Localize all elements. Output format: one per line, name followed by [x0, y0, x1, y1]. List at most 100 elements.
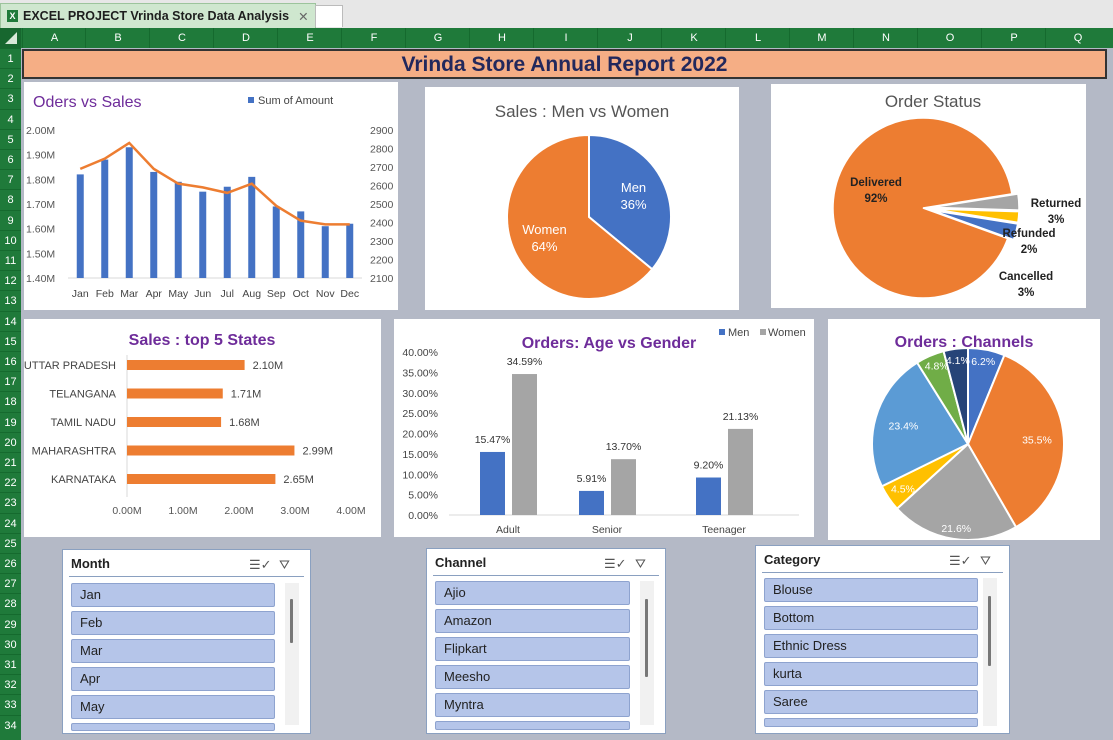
- new-tab-button[interactable]: [315, 5, 343, 27]
- channel-item-flipkart[interactable]: Flipkart: [435, 637, 630, 661]
- row-header-31[interactable]: 31: [0, 654, 21, 675]
- row-header-3[interactable]: 3: [0, 88, 21, 109]
- row-header-4[interactable]: 4: [0, 108, 21, 130]
- clear-filter-icon[interactable]: ⛛: [635, 556, 646, 571]
- row-header-10[interactable]: 10: [0, 229, 21, 251]
- age-vs-gender-chart[interactable]: Orders: Age vs Gender Men Women 40.00% 35.00…: [394, 319, 814, 537]
- category-item-blouse[interactable]: Blouse: [764, 578, 978, 602]
- row-header-9[interactable]: 9: [0, 209, 21, 231]
- channel-item-amazon[interactable]: Amazon: [435, 609, 630, 633]
- row-header-13[interactable]: 13: [0, 290, 21, 311]
- column-header-g[interactable]: G: [405, 28, 470, 48]
- row-header-29[interactable]: 29: [0, 613, 21, 635]
- x-tick-label: Nov: [316, 288, 335, 300]
- order-status-svg: Order Status Delivered 92% Returned 3% Refund…: [832, 92, 1081, 299]
- channel-item-myntra[interactable]: Myntra: [435, 693, 630, 717]
- month-slicer[interactable]: Month ☰✓ ⛛ Jan Feb Mar Apr May: [62, 549, 311, 734]
- category-slicer[interactable]: Category ☰✓ ⛛ Blouse Bottom Ethnic Dress…: [755, 545, 1010, 734]
- channels-chart[interactable]: Orders : Channels 6.2% 35.5% 21.6% 4.5% 23.4%…: [828, 319, 1100, 541]
- sheet-tab-active[interactable]: X EXCEL PROJECT Vrinda Store Data Analys…: [0, 3, 316, 28]
- row-header-25[interactable]: 25: [0, 532, 21, 554]
- clear-filter-icon[interactable]: ⛛: [279, 557, 290, 572]
- month-item-jan[interactable]: Jan: [71, 583, 275, 607]
- row-header-32[interactable]: 32: [0, 674, 21, 695]
- row-header-17[interactable]: 17: [0, 371, 21, 392]
- row-header-6[interactable]: 6: [0, 149, 21, 170]
- channel-slicer[interactable]: Channel ☰✓ ⛛ Ajio Amazon Flipkart Meesho…: [426, 548, 666, 734]
- row-header-33[interactable]: 33: [0, 694, 21, 715]
- row-header-27[interactable]: 27: [0, 573, 21, 594]
- row-header-11[interactable]: 11: [0, 250, 21, 271]
- chart-title: Orders: Age vs Gender: [522, 335, 697, 352]
- row-header-34[interactable]: 34: [0, 714, 21, 736]
- category-item-partial[interactable]: [764, 718, 978, 727]
- channel-scroll-thumb[interactable]: [645, 599, 648, 677]
- column-header-l[interactable]: L: [725, 28, 790, 48]
- column-header-m[interactable]: M: [789, 28, 854, 48]
- month-item-feb[interactable]: Feb: [71, 611, 275, 635]
- age-gender-bar: [512, 374, 537, 515]
- multi-select-icon[interactable]: ☰✓: [249, 557, 272, 572]
- channel-slicer-scrollbar[interactable]: [640, 581, 654, 725]
- row-header-24[interactable]: 24: [0, 512, 21, 534]
- column-header-q[interactable]: Q: [1045, 28, 1110, 48]
- row-header-16[interactable]: 16: [0, 351, 21, 372]
- row-header-30[interactable]: 30: [0, 633, 21, 655]
- category-slicer-scrollbar[interactable]: [983, 578, 997, 726]
- sales-men-women-chart[interactable]: Sales : Men vs Women Men 36% Women 64%: [425, 87, 739, 310]
- row-header-15[interactable]: 15: [0, 330, 21, 352]
- category-item-ethnic-dress[interactable]: Ethnic Dress: [764, 634, 978, 658]
- row-header-26[interactable]: 26: [0, 553, 21, 574]
- category-item-saree[interactable]: Saree: [764, 690, 978, 714]
- row-header-18[interactable]: 18: [0, 391, 21, 412]
- row-header-8[interactable]: 8: [0, 189, 21, 210]
- row-header-2[interactable]: 2: [0, 68, 21, 89]
- month-item-may[interactable]: May: [71, 695, 275, 719]
- row-header-7[interactable]: 7: [0, 169, 21, 190]
- month-item-partial[interactable]: [71, 723, 275, 731]
- column-header-k[interactable]: K: [661, 28, 726, 48]
- column-header-o[interactable]: O: [917, 28, 982, 48]
- channel-item-ajio[interactable]: Ajio: [435, 581, 630, 605]
- column-header-i[interactable]: I: [533, 28, 598, 48]
- column-header-e[interactable]: E: [277, 28, 342, 48]
- column-header-d[interactable]: D: [213, 28, 278, 48]
- multi-select-icon[interactable]: ☰✓: [604, 556, 627, 571]
- row-header-20[interactable]: 20: [0, 431, 21, 453]
- column-header-p[interactable]: P: [981, 28, 1046, 48]
- channel-item-partial[interactable]: [435, 721, 630, 730]
- row-header-1[interactable]: 1: [0, 48, 21, 69]
- column-header-j[interactable]: J: [597, 28, 662, 48]
- channels-svg: Orders : Channels 6.2% 35.5% 21.6% 4.5% 23.4%…: [871, 334, 1065, 541]
- category-scroll-thumb[interactable]: [988, 596, 991, 666]
- top-states-chart[interactable]: Sales : top 5 States UTTAR PRADESH 2.10M TE…: [24, 319, 381, 537]
- category-item-bottom[interactable]: Bottom: [764, 606, 978, 630]
- column-header-b[interactable]: B: [85, 28, 150, 48]
- select-all-corner[interactable]: [0, 28, 21, 48]
- row-header-21[interactable]: 21: [0, 452, 21, 473]
- row-header-23[interactable]: 23: [0, 492, 21, 513]
- clear-filter-icon[interactable]: ⛛: [980, 553, 991, 568]
- column-header-f[interactable]: F: [341, 28, 406, 48]
- close-icon[interactable]: ✕: [298, 9, 309, 24]
- multi-select-icon[interactable]: ☰✓: [949, 553, 972, 568]
- row-header-12[interactable]: 12: [0, 270, 21, 291]
- row-header-28[interactable]: 28: [0, 593, 21, 614]
- row-header-22[interactable]: 22: [0, 472, 21, 493]
- row-header-14[interactable]: 14: [0, 310, 21, 332]
- row-header-19[interactable]: 19: [0, 411, 21, 433]
- channel-item-meesho[interactable]: Meesho: [435, 665, 630, 689]
- column-header-c[interactable]: C: [149, 28, 214, 48]
- order-status-chart[interactable]: Order Status Delivered 92% Returned 3% Refund…: [771, 84, 1086, 308]
- month-item-mar[interactable]: Mar: [71, 639, 275, 663]
- row-header-5[interactable]: 5: [0, 128, 21, 150]
- orders-vs-sales-chart[interactable]: Oders vs Sales Sum of Amount 2.00M 1.90M 1.8…: [24, 82, 398, 310]
- month-slicer-scrollbar[interactable]: [285, 583, 299, 725]
- column-header-h[interactable]: H: [469, 28, 534, 48]
- column-header-n[interactable]: N: [853, 28, 918, 48]
- category-item-kurta[interactable]: kurta: [764, 662, 978, 686]
- month-scroll-thumb[interactable]: [290, 599, 293, 643]
- x-tick-label: Feb: [96, 288, 114, 300]
- month-item-apr[interactable]: Apr: [71, 667, 275, 691]
- column-header-a[interactable]: A: [22, 28, 86, 48]
